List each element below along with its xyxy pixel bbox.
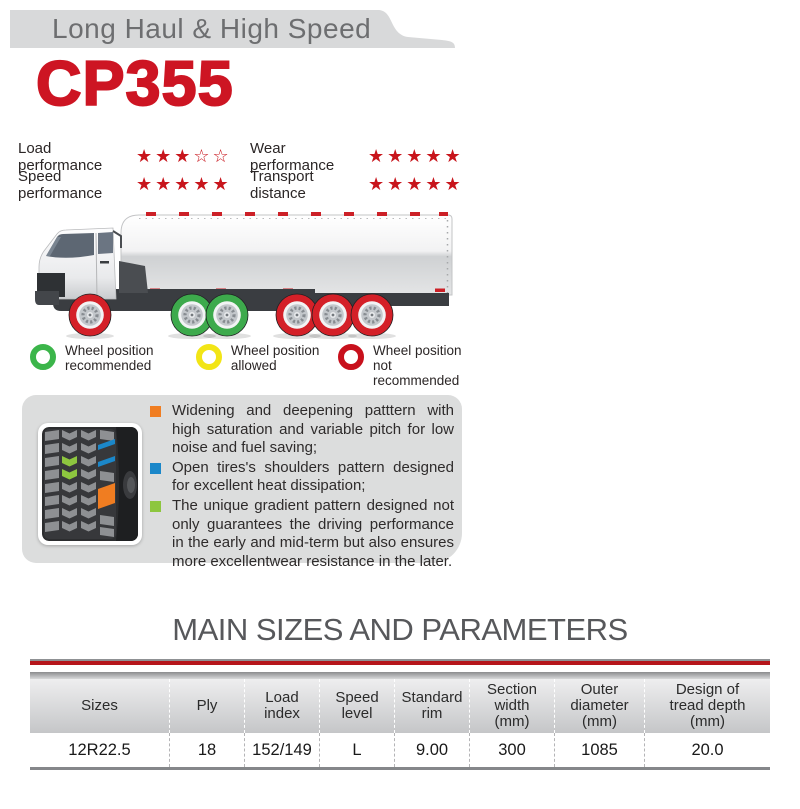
- rating-label: Wear performance: [250, 139, 335, 174]
- table-cell: 1085: [555, 733, 645, 767]
- orange-pattern-highlight: [98, 483, 115, 509]
- side-window: [98, 232, 113, 254]
- table-header-cell: Standard rim: [395, 679, 470, 733]
- category-label: Long Haul & High Speed: [52, 13, 372, 44]
- table-header-cell: Section width (mm): [470, 679, 555, 733]
- feature-bullet: Widening and deepening patttern with hig…: [150, 402, 454, 458]
- star-rating-icons: ★★★★★: [368, 173, 464, 195]
- wheel-position-ring-icon: [338, 344, 365, 370]
- sizes-table: Sizes Ply Load index Speed level Standard ri…: [30, 672, 770, 770]
- trailer-body: [120, 214, 453, 296]
- ratings-panel: Load performance ★★★☆☆ Wear performance ★★★…: [18, 140, 470, 202]
- rating-row: Transport distance ★★★★★: [250, 168, 470, 202]
- legend-label: Wheel position not recommended: [373, 343, 462, 388]
- table-cell: 300: [470, 733, 555, 767]
- star-rating-icons: ★★★★★: [368, 145, 464, 167]
- wheel-position-ring-icon: [195, 344, 222, 370]
- red-divider: [30, 659, 770, 665]
- table-row: 12R22.5 18 152/149 L 9.00 300 1085 20.0: [30, 733, 770, 770]
- square-bullet-icon: [150, 500, 161, 512]
- features-list: Widening and deepening patttern with hig…: [150, 402, 454, 572]
- legend-item: Wheel position allowed: [195, 343, 338, 388]
- table-header-cell: Ply: [170, 679, 245, 733]
- mirror-arm: [112, 230, 122, 248]
- feature-text: The unique gradient pattern designed not…: [172, 496, 454, 570]
- wheel-icon: [350, 293, 394, 337]
- green-chevron-highlight: [62, 469, 77, 480]
- features-panel: Widening and deepening patttern with hig…: [22, 395, 462, 570]
- green-chevron-highlight: [62, 456, 77, 467]
- rating-label: Transport distance: [250, 167, 314, 202]
- rating-row: Wear performance ★★★★★: [250, 140, 470, 174]
- table-cell: 152/149: [245, 733, 320, 767]
- table-cell: 20.0: [691, 740, 724, 759]
- feature-text: Widening and deepening patttern with hig…: [172, 402, 454, 457]
- truck-illustration: [15, 203, 465, 348]
- table-header-cell: Design of tread depth (mm): [669, 681, 746, 730]
- legend-label: Wheel position allowed: [230, 343, 320, 373]
- tread-blocks: [45, 430, 114, 537]
- wheel-icon: [68, 293, 112, 337]
- feature-bullet: Open tires's shoulders pattern designed …: [150, 459, 454, 496]
- wheel-icon: [205, 293, 249, 337]
- table-header-cell: Sizes: [30, 679, 170, 733]
- sizes-title: MAIN SIZES AND PARAMETERS: [172, 612, 628, 647]
- table-cell: 12R22.5: [30, 733, 170, 767]
- rating-row: Load performance ★★★☆☆: [18, 140, 250, 174]
- model-title: CP355: [35, 48, 234, 120]
- wheel-icon: [170, 293, 214, 337]
- wheel-icon: [275, 293, 319, 337]
- rating-row: Speed performance ★★★★★: [18, 168, 250, 202]
- legend-label: Wheel position recommended: [65, 343, 154, 373]
- table-header-cell: Speed level: [320, 679, 395, 733]
- legend-item: Wheel position recommended: [30, 343, 196, 388]
- wheel-position-ring-icon: [30, 344, 56, 370]
- wheel-legend: Wheel position recommended Wheel position a…: [30, 343, 480, 388]
- star-rating-icons: ★★★★★: [136, 173, 232, 195]
- table-cell: L: [320, 733, 395, 767]
- square-bullet-icon: [150, 462, 161, 474]
- square-bullet-icon: [150, 406, 161, 417]
- star-rating-icons: ★★★☆☆: [136, 145, 232, 167]
- rating-label: Load performance: [18, 139, 103, 174]
- table-header-cell: Load index: [245, 679, 320, 733]
- feature-text: Open tires's shoulders pattern designed …: [172, 458, 454, 495]
- category-banner-shape: [10, 10, 455, 48]
- table-body: 12R22.5 18 152/149 L 9.00 300 1085 20.0: [30, 733, 770, 770]
- blue-shoulder-highlight: [98, 456, 115, 467]
- table-cell: 18: [170, 733, 245, 767]
- table-header-cell: Outer diameter (mm): [555, 679, 645, 733]
- tire-tread-image: [38, 423, 142, 545]
- bumper: [35, 291, 59, 305]
- feature-bullet: The unique gradient pattern designed not…: [150, 497, 454, 571]
- rating-label: Speed performance: [18, 167, 103, 202]
- blue-shoulder-highlight: [98, 439, 115, 450]
- table-top-bar: [30, 672, 770, 679]
- wheel-icon: [311, 293, 355, 337]
- legend-item: Wheel position not recommended: [338, 343, 480, 388]
- table-header-row: Sizes Ply Load index Speed level Standard ri…: [30, 679, 770, 733]
- table-cell: 9.00: [395, 733, 470, 767]
